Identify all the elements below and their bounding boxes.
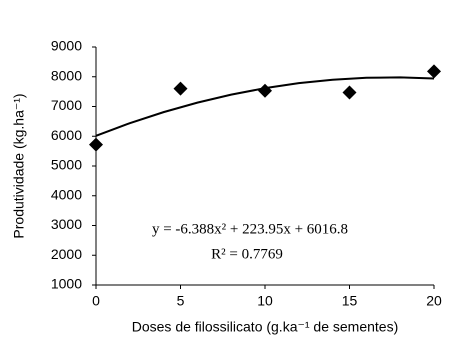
x-tick-label: 0 <box>92 293 100 309</box>
data-point <box>258 83 272 98</box>
equation: y = -6.388x² + 223.95x + 6016.8 <box>152 221 348 237</box>
y-tick-label: 4000 <box>51 186 82 202</box>
r-squared: R² = 0.7769 <box>211 246 283 262</box>
data-point <box>89 137 103 152</box>
y-tick-label: 8000 <box>51 67 82 83</box>
y-tick-label: 9000 <box>51 38 82 54</box>
y-tick-label: 1000 <box>51 276 82 292</box>
y-tick-label: 5000 <box>51 157 82 173</box>
y-axis-label: Produtividade (kg.ha⁻¹) <box>11 93 27 238</box>
trend-line <box>95 76 435 137</box>
y-tick-label: 2000 <box>51 246 82 262</box>
x-tick-label: 10 <box>257 293 273 309</box>
y-tick-label: 7000 <box>51 97 82 113</box>
x-tick-label: 20 <box>426 293 442 309</box>
data-point <box>342 85 357 100</box>
y-tick-label: 6000 <box>51 127 82 143</box>
data-point <box>173 81 188 96</box>
x-tick-label: 5 <box>177 293 185 309</box>
x-axis-label: Doses de filossilicato (g.ka⁻¹ de sement… <box>132 319 399 335</box>
x-tick-label: 15 <box>342 293 358 309</box>
y-tick-label: 3000 <box>51 216 82 232</box>
data-point <box>427 64 441 79</box>
